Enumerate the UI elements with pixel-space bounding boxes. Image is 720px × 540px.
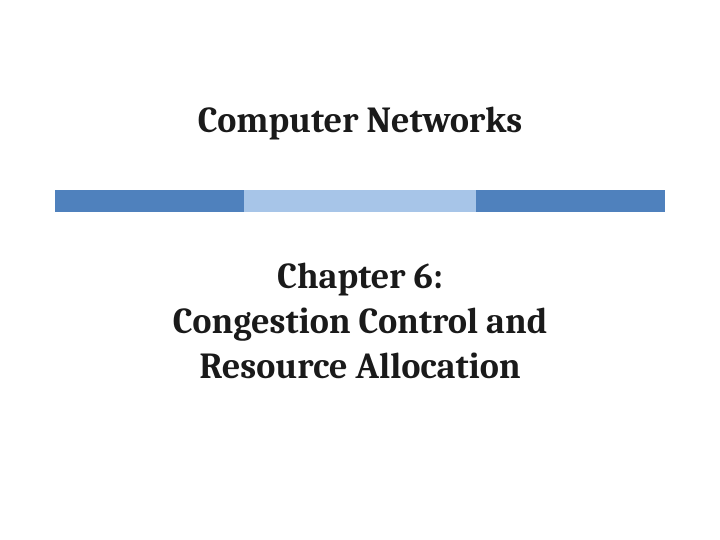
- divider-segment-middle: [244, 190, 476, 212]
- subtitle-line-2: Congestion Control and: [0, 299, 720, 344]
- divider-segment-right: [476, 190, 665, 212]
- slide-title: Computer Networks: [0, 100, 720, 141]
- divider-segment-left: [55, 190, 244, 212]
- slide-container: Computer Networks Chapter 6: Congestion …: [0, 0, 720, 540]
- slide-subtitle: Chapter 6: Congestion Control and Resour…: [0, 254, 720, 389]
- divider-bar: [55, 190, 665, 212]
- subtitle-line-1: Chapter 6:: [0, 254, 720, 299]
- subtitle-line-3: Resource Allocation: [0, 344, 720, 389]
